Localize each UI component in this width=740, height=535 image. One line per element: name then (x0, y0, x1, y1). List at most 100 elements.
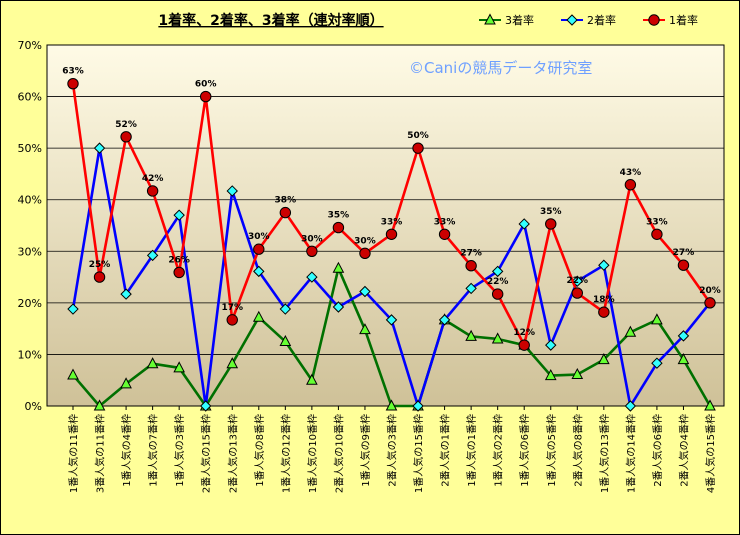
data-point-s1 (624, 400, 637, 412)
data-point-s0 (677, 353, 690, 365)
data-label: 22% (487, 277, 509, 287)
data-point-s0 (173, 361, 185, 373)
x-tick-label: 1番人気の9番枠 (359, 414, 372, 487)
data-label: 20% (699, 286, 721, 296)
data-point-s0 (359, 323, 371, 335)
data-point-s2 (465, 260, 477, 272)
legend-label: 2着率 (587, 13, 616, 27)
x-tick-label: 1番人気の13番枠 (598, 414, 611, 493)
legend: 3着率 2着率 1着率 (479, 13, 698, 27)
data-point-s1 (200, 400, 212, 412)
data-label: 42% (142, 174, 164, 184)
x-tick-label: 3番人気の11番枠 (94, 414, 107, 493)
data-point-s0 (93, 399, 106, 411)
y-tick-label: 50% (18, 142, 42, 155)
data-point-s0 (704, 399, 716, 411)
y-tick-label: 40% (18, 194, 42, 207)
data-point-s2 (385, 228, 398, 240)
data-point-s0 (120, 377, 132, 389)
legend-label: 1着率 (669, 13, 698, 27)
data-point-s1 (412, 400, 424, 412)
data-point-s2 (200, 90, 212, 103)
x-tick-label: 2番人気の15番枠 (200, 414, 213, 493)
legend-marker (566, 14, 578, 26)
data-label: 33% (434, 217, 456, 227)
data-point-s0 (571, 367, 584, 380)
data-point-s2 (359, 247, 371, 260)
data-label: 30% (248, 232, 270, 242)
x-tick-label: 1番人気の7番枠 (147, 414, 160, 487)
data-label: 18% (593, 295, 615, 305)
data-label: 35% (328, 211, 350, 221)
x-tick-label: 1番人気の1番枠 (465, 414, 478, 487)
data-point-s2 (67, 77, 79, 90)
legend-marker (648, 14, 660, 26)
data-point-s2 (571, 287, 583, 299)
x-tick-label: 1番人気の4番枠 (120, 414, 133, 487)
data-point-s2 (226, 314, 238, 326)
data-label: 43% (620, 168, 642, 178)
data-point-s1 (438, 314, 451, 326)
watermark-text: ©Caniの競馬データ研究室 (409, 59, 592, 77)
data-label: 27% (673, 248, 695, 258)
data-point-s0 (598, 353, 610, 365)
data-point-s0 (67, 368, 79, 380)
data-point-s1 (306, 271, 318, 283)
x-tick-label: 1番人気の2番枠 (492, 414, 505, 487)
data-point-s0 (385, 399, 398, 411)
data-label: 25% (89, 260, 111, 270)
data-point-s2 (438, 228, 451, 240)
data-point-s1 (173, 209, 185, 221)
data-point-s2 (173, 266, 185, 279)
data-point-s1 (651, 357, 663, 369)
data-point-s1 (385, 314, 398, 326)
data-point-s2 (306, 245, 318, 257)
y-tick-label: 10% (18, 348, 42, 361)
data-point-s1 (279, 303, 292, 315)
data-point-s2 (545, 218, 557, 230)
data-point-s2 (491, 288, 504, 300)
data-point-s0 (146, 357, 159, 369)
data-point-s2 (146, 185, 159, 197)
data-label: 12% (513, 328, 535, 338)
data-point-s0 (544, 368, 557, 381)
data-point-s0 (491, 332, 504, 344)
data-point-s1 (253, 265, 265, 278)
data-label: 33% (646, 217, 668, 227)
plot-area (46, 44, 725, 407)
data-point-s0 (624, 325, 637, 337)
x-tick-label: 1番人気の3番枠 (173, 414, 186, 487)
data-point-s1 (491, 265, 504, 278)
y-tick-label: 0% (25, 400, 42, 413)
data-point-s2 (624, 179, 637, 191)
y-tick-label: 20% (18, 297, 42, 310)
x-tick-label: 2番人気の10番枠 (332, 414, 345, 493)
data-point-s2 (704, 297, 716, 309)
data-point-s2 (93, 271, 106, 283)
data-point-s1 (545, 339, 557, 351)
y-tick-label: 30% (18, 245, 42, 258)
data-point-s1 (677, 330, 690, 342)
x-tick-label: 1番人気の14番枠 (624, 414, 637, 493)
data-point-s0 (252, 310, 265, 322)
data-label: 30% (354, 236, 376, 246)
data-label: 17% (221, 303, 243, 313)
data-label: 33% (381, 217, 403, 227)
data-label: 35% (540, 207, 562, 217)
x-tick-label: 2番人気の6番枠 (651, 414, 664, 487)
data-point-s1 (93, 142, 106, 154)
data-point-s2 (651, 228, 663, 240)
data-label: 22% (567, 276, 589, 286)
data-point-s0 (279, 334, 292, 347)
chart-title: 1着率、2着率、3着率（連対率順） (158, 12, 383, 29)
x-tick-label: 2番人気の3番枠 (386, 414, 399, 487)
x-tick-label: 2番人気の4番枠 (677, 414, 690, 487)
data-point-s0 (306, 373, 318, 385)
x-tick-label: 1番人気の5番枠 (545, 414, 558, 487)
data-label: 60% (195, 80, 217, 90)
x-tick-label: 2番人気の1番枠 (439, 414, 452, 487)
data-label: 38% (275, 196, 297, 206)
y-tick-label: 70% (18, 39, 42, 52)
